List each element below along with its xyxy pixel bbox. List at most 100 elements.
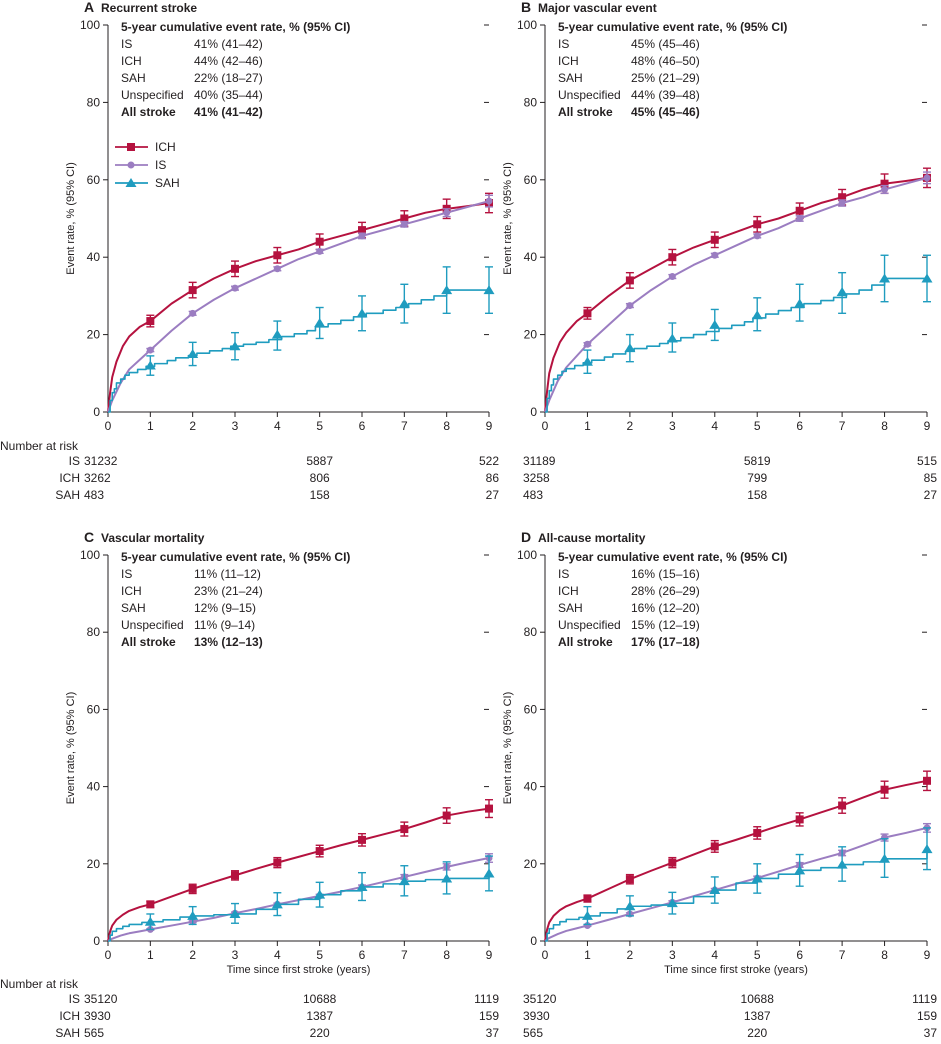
series-line <box>107 807 490 942</box>
rates-label: SAH <box>558 71 583 85</box>
x-tick-label: 7 <box>401 419 408 433</box>
series-line <box>545 849 928 942</box>
x-tick-label: 4 <box>711 948 718 962</box>
data-point <box>400 214 409 223</box>
x-tick-label: 7 <box>839 419 846 433</box>
legend-label: IS <box>155 158 166 172</box>
rates-header: 5-year cumulative event rate, % (95% CI) <box>558 550 787 564</box>
risk-value: 1119 <box>474 992 499 1006</box>
data-point <box>146 346 154 354</box>
rates-header: 5-year cumulative event rate, % (95% CI) <box>558 20 787 34</box>
risk-value: 806 <box>310 471 330 485</box>
data-point <box>581 356 593 366</box>
data-point <box>625 276 634 285</box>
x-tick-label: 0 <box>105 419 112 433</box>
data-point <box>231 264 239 273</box>
series-line <box>545 277 927 413</box>
data-point <box>485 804 493 813</box>
y-tick-label: 100 <box>517 548 537 562</box>
y-tick-label: 60 <box>524 173 538 187</box>
rates-value: 16% (12–20) <box>631 601 700 615</box>
data-point <box>880 785 889 794</box>
x-tick-label: 9 <box>486 419 493 433</box>
risk-value: 1119 <box>912 992 937 1006</box>
panel-letter: C <box>84 529 94 545</box>
y-tick-label: 100 <box>80 548 100 562</box>
x-tick-label: 4 <box>711 419 718 433</box>
rates-value: 13% (12–13) <box>194 635 263 649</box>
x-tick-label: 6 <box>359 948 366 962</box>
data-point <box>838 193 847 202</box>
y-tick-label: 60 <box>87 702 101 716</box>
data-point <box>441 285 453 295</box>
data-point <box>751 310 763 320</box>
risk-value: 10688 <box>741 992 775 1006</box>
data-point <box>483 868 495 878</box>
risk-value: 35120 <box>523 992 557 1006</box>
data-point <box>189 309 197 317</box>
rates-value: 22% (18–27) <box>194 71 263 85</box>
x-tick-label: 8 <box>443 419 450 433</box>
series-is <box>107 194 493 413</box>
data-point <box>356 308 368 318</box>
data-point <box>624 343 636 353</box>
panel-title: Major vascular event <box>538 1 657 15</box>
rates-label: All stroke <box>558 105 613 119</box>
series-sah <box>545 827 933 942</box>
rates-label: ICH <box>558 54 579 68</box>
data-point <box>625 875 634 884</box>
series-line <box>544 826 928 942</box>
data-point <box>273 251 282 260</box>
data-point <box>231 871 239 880</box>
data-point <box>187 910 199 920</box>
rates-label: IS <box>121 567 132 581</box>
data-point <box>146 900 155 909</box>
risk-value: 5887 <box>306 454 333 468</box>
rates-label: All stroke <box>558 635 613 649</box>
data-point <box>881 185 889 193</box>
rates-value: 23% (21–24) <box>194 584 263 598</box>
data-point <box>188 286 197 295</box>
data-point <box>442 811 451 820</box>
data-point <box>711 251 719 259</box>
data-point <box>483 285 495 295</box>
data-point <box>485 197 493 205</box>
data-point <box>880 179 889 188</box>
data-point <box>921 844 933 854</box>
risk-value: 27 <box>486 488 500 502</box>
data-point <box>400 825 409 834</box>
x-tick-label: 6 <box>796 948 803 962</box>
y-tick-label: 20 <box>87 328 101 342</box>
panel-letter: D <box>521 529 531 545</box>
rates-value: 40% (35–44) <box>194 88 263 102</box>
data-point <box>581 910 593 920</box>
risk-value: 3930 <box>84 1009 111 1023</box>
series-sah <box>108 855 495 942</box>
y-tick-label: 80 <box>524 625 538 639</box>
x-tick-label: 6 <box>359 419 366 433</box>
y-axis-label: Event rate, % (95% CI) <box>502 162 514 275</box>
data-point <box>398 298 410 308</box>
rates-label: Unspecified <box>558 618 621 632</box>
series-line <box>108 873 490 942</box>
series-is <box>544 171 931 413</box>
risk-row-label: ICH <box>59 1009 80 1023</box>
data-point <box>314 317 326 327</box>
panel-title: Vascular mortality <box>101 531 205 545</box>
number-at-risk-label: Number at risk <box>0 439 79 453</box>
data-point <box>229 908 241 918</box>
data-point <box>836 859 848 869</box>
rates-label: SAH <box>558 601 583 615</box>
data-point <box>146 317 155 326</box>
data-point <box>709 885 721 895</box>
risk-value: 37 <box>486 1026 500 1040</box>
series-sah <box>108 266 495 413</box>
y-tick-label: 80 <box>87 95 101 109</box>
data-point <box>398 876 410 886</box>
risk-row-label: SAH <box>55 1026 80 1040</box>
y-tick-label: 20 <box>87 857 101 871</box>
data-point <box>668 253 677 262</box>
rates-value: 11% (9–14) <box>194 618 255 632</box>
legend-label: SAH <box>155 176 180 190</box>
